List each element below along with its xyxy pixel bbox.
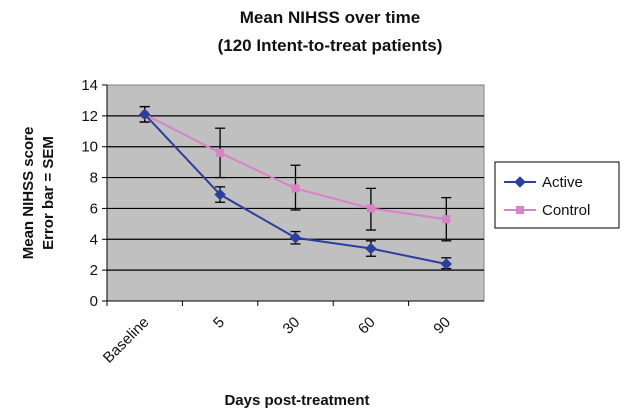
x-tick-label: 90 <box>430 314 454 338</box>
data-point <box>138 108 151 121</box>
y-axis-label-secondary: Error bar = SEM <box>40 136 57 250</box>
y-tick-label: 8 <box>90 170 98 187</box>
data-point <box>216 148 225 157</box>
x-tick-label: 5 <box>210 314 228 332</box>
legend-marker <box>516 206 524 214</box>
legend: Active Control <box>494 161 620 229</box>
y-tick-label: 12 <box>81 108 98 125</box>
x-tick-labels: Baseline 5 30 60 90 <box>100 301 454 367</box>
data-point <box>366 204 375 213</box>
x-tick-label: 60 <box>355 314 379 338</box>
y-tick-label: 0 <box>90 293 98 310</box>
legend-box <box>494 161 620 229</box>
chart-title: Mean NIHSS over time <box>240 8 420 27</box>
series-active <box>138 105 453 270</box>
y-tick-label: 2 <box>90 262 98 279</box>
y-tick-label: 10 <box>81 139 98 156</box>
data-point <box>291 184 300 193</box>
legend-label: Control <box>542 202 590 219</box>
data-point <box>214 188 226 201</box>
x-tick-label: 30 <box>280 314 304 338</box>
data-point <box>365 242 377 255</box>
data-point <box>289 232 302 244</box>
legend-item-active: Active <box>504 174 583 191</box>
legend-label: Active <box>542 174 583 191</box>
x-tick-label: Baseline <box>100 314 153 367</box>
y-tick-label: 6 <box>90 200 98 217</box>
series-layer <box>138 105 453 270</box>
x-axis-label: Days post-treatment <box>224 392 369 409</box>
legend-marker <box>514 176 526 188</box>
y-tick-labels: 0 2 4 6 8 10 12 14 <box>81 77 98 310</box>
chart-subtitle: (120 Intent-to-treat patients) <box>218 36 443 55</box>
legend-item-control: Control <box>504 202 590 219</box>
data-point <box>440 258 453 270</box>
y-tick-label: 4 <box>90 231 98 248</box>
data-point <box>442 215 451 224</box>
y-tick-label: 14 <box>81 77 98 94</box>
y-axis-label: Mean NIHSS score <box>20 127 37 260</box>
